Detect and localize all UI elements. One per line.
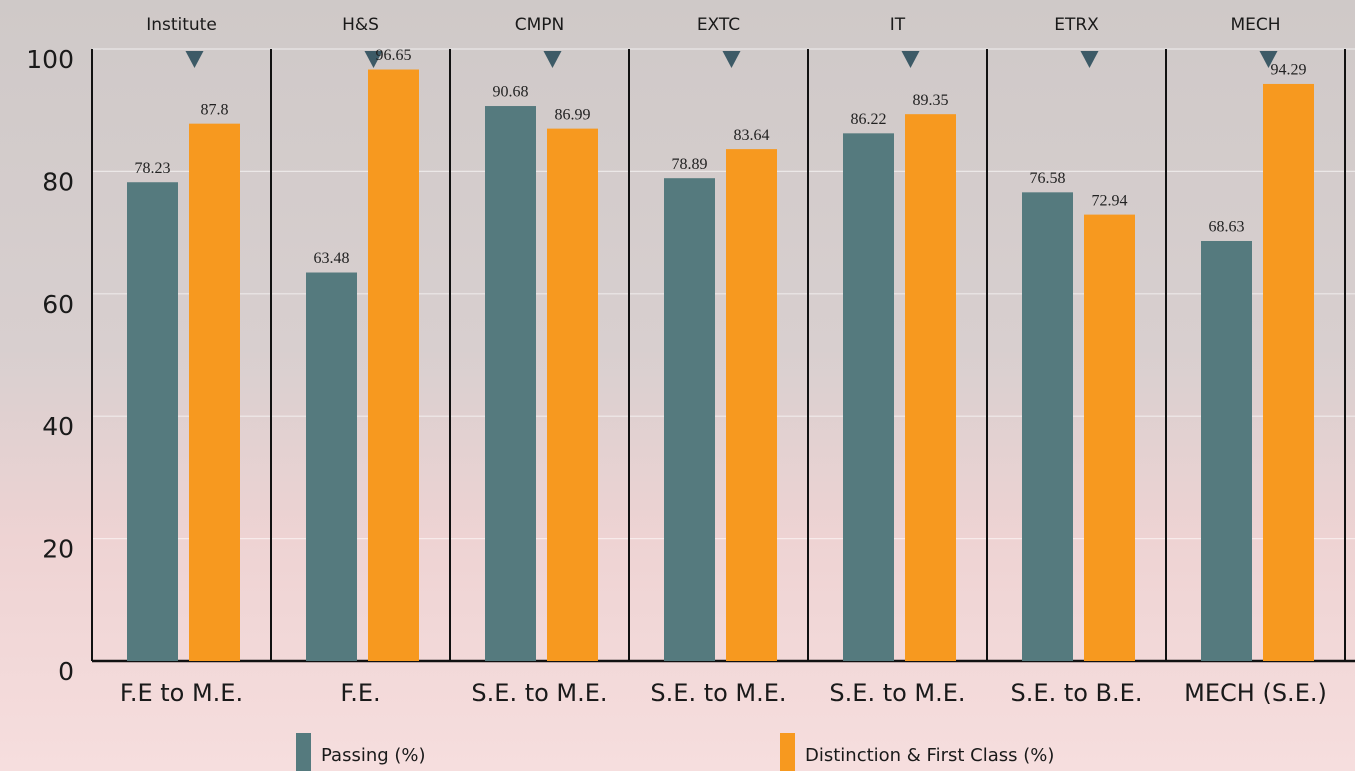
bar [664,178,715,661]
bar [905,114,956,662]
bar [127,182,178,661]
group-label: MECH [1230,15,1280,35]
value-label: 87.8 [201,101,229,118]
x-tick-label: S.E. to M.E. [829,679,965,707]
group-marker [901,51,920,68]
group-label: CMPN [515,15,565,35]
group-label: EXTC [697,15,740,35]
y-tick-label: 80 [42,167,74,196]
group-label: IT [890,15,906,35]
value-label: 68.63 [1209,219,1245,236]
group-marker [1259,51,1278,68]
value-label: 78.23 [135,160,171,177]
bar [1022,192,1073,662]
group-label: H&S [342,15,379,35]
y-tick-label: 40 [42,412,74,441]
value-label: 90.68 [493,84,529,101]
value-label: 96.65 [376,47,412,64]
bar [726,149,777,661]
y-tick-label: 0 [58,657,74,686]
group-marker [185,51,204,68]
group-marker [722,51,741,68]
bar [485,106,536,662]
value-label: 72.94 [1092,192,1128,209]
value-label: 86.22 [851,111,887,128]
x-tick-label: S.E. to M.E. [471,679,607,707]
bar [1201,240,1252,661]
bar [547,128,598,661]
x-tick-label: F.E to M.E. [120,679,243,707]
x-tick-label: S.E. to B.E. [1011,679,1143,707]
bar [189,123,240,661]
legend-swatch [296,733,311,771]
bar [1084,214,1135,662]
y-tick-label: 20 [42,535,74,564]
group-label: ETRX [1054,15,1099,35]
x-tick-label: F.E. [340,679,380,707]
y-tick-label: 100 [26,45,74,74]
value-label: 94.29 [1271,62,1307,79]
y-tick-label: 60 [42,290,74,319]
value-label: 76.58 [1030,170,1066,187]
bar [306,272,357,661]
group-marker [364,51,383,68]
x-tick-label: S.E. to M.E. [650,679,786,707]
bar [843,133,894,661]
bar [368,69,419,661]
legend-label: Distinction & First Class (%) [805,745,1054,766]
bar [1263,83,1314,662]
x-tick-label: MECH (S.E.) [1184,679,1327,707]
value-label: 78.89 [672,156,708,173]
value-label: 89.35 [913,92,949,109]
group-label: Institute [146,15,217,35]
group-marker [543,51,562,68]
value-label: 86.99 [555,106,591,123]
value-label: 83.64 [734,127,770,144]
legend-label: Passing (%) [321,745,426,766]
group-marker [1080,51,1099,68]
value-label: 63.48 [314,250,350,267]
legend-swatch [780,733,795,771]
